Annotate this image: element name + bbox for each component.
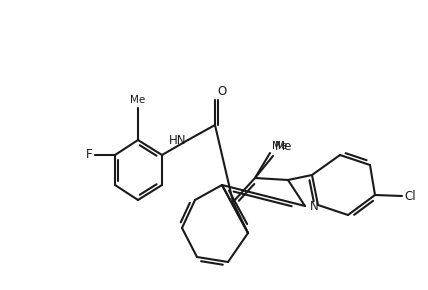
Text: HN: HN — [169, 133, 186, 146]
Text: Cl: Cl — [404, 189, 416, 202]
Text: O: O — [217, 85, 226, 98]
Text: Me: Me — [275, 140, 292, 153]
Text: F: F — [86, 148, 93, 162]
Text: Me: Me — [272, 141, 287, 151]
Text: Me: Me — [131, 95, 146, 105]
Text: N: N — [310, 200, 319, 213]
